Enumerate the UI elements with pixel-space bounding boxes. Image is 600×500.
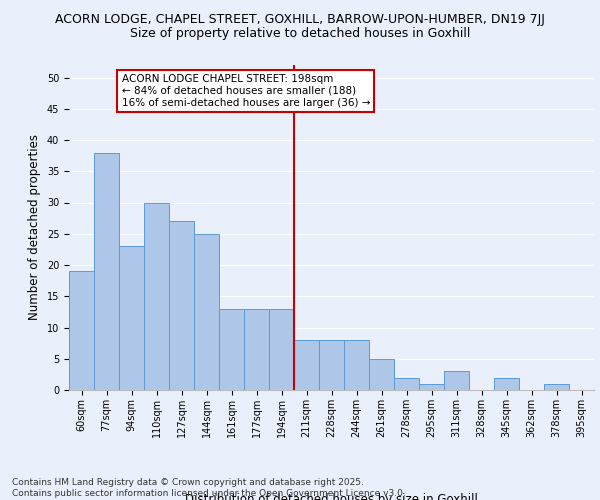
Bar: [444, 371, 469, 390]
Bar: [494, 378, 519, 390]
Bar: [169, 221, 194, 390]
Bar: [144, 202, 169, 390]
Text: Contains HM Land Registry data © Crown copyright and database right 2025.
Contai: Contains HM Land Registry data © Crown c…: [12, 478, 406, 498]
Bar: [94, 152, 119, 390]
Bar: [319, 340, 344, 390]
Bar: [194, 234, 219, 390]
Bar: [269, 308, 294, 390]
Text: Size of property relative to detached houses in Goxhill: Size of property relative to detached ho…: [130, 28, 470, 40]
Bar: [544, 384, 569, 390]
Bar: [419, 384, 444, 390]
Bar: [119, 246, 144, 390]
Bar: [219, 308, 244, 390]
Bar: [244, 308, 269, 390]
Bar: [394, 378, 419, 390]
X-axis label: Distribution of detached houses by size in Goxhill: Distribution of detached houses by size …: [185, 492, 478, 500]
Bar: [69, 271, 94, 390]
Text: ACORN LODGE, CHAPEL STREET, GOXHILL, BARROW-UPON-HUMBER, DN19 7JJ: ACORN LODGE, CHAPEL STREET, GOXHILL, BAR…: [55, 12, 545, 26]
Text: ACORN LODGE CHAPEL STREET: 198sqm
← 84% of detached houses are smaller (188)
16%: ACORN LODGE CHAPEL STREET: 198sqm ← 84% …: [121, 74, 370, 108]
Bar: [344, 340, 369, 390]
Bar: [294, 340, 319, 390]
Y-axis label: Number of detached properties: Number of detached properties: [28, 134, 41, 320]
Bar: [369, 359, 394, 390]
